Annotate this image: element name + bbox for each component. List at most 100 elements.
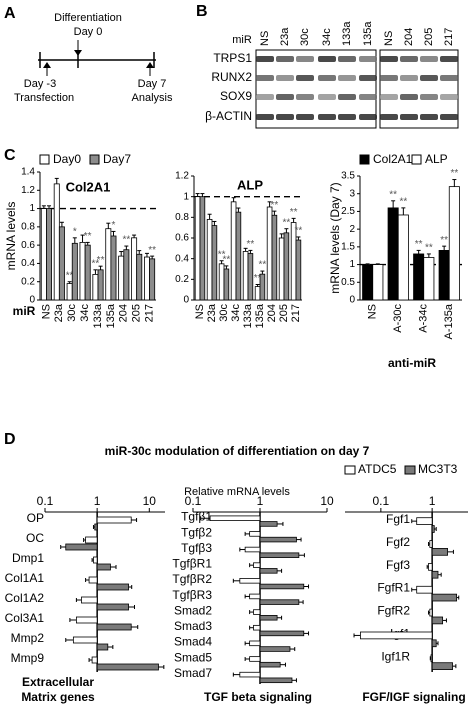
category-label: FgfR2 <box>377 604 410 618</box>
x-axis-label: Relative mRNA levels <box>184 486 290 498</box>
bar <box>199 196 206 301</box>
category-label: TgfβR1 <box>172 557 212 571</box>
bar <box>278 237 285 301</box>
x-tick-label: 30c <box>66 304 78 322</box>
category-label: OP <box>27 511 44 525</box>
y-tick-label: 0.6 <box>21 240 35 251</box>
y-tick-label: 1 <box>29 203 35 214</box>
bar <box>431 570 439 579</box>
bar <box>211 225 218 301</box>
band <box>318 56 336 62</box>
chart-title: Col2A1 <box>66 179 111 194</box>
y-tick-label: 1 <box>183 191 189 202</box>
bar <box>91 656 98 664</box>
bar <box>431 616 444 625</box>
bar <box>218 263 225 301</box>
band <box>296 75 314 81</box>
bar <box>431 548 448 556</box>
x-tick-label: 34c <box>230 304 242 322</box>
band <box>296 56 314 62</box>
band <box>380 75 398 81</box>
lane-label: NS <box>259 31 271 46</box>
y-tick-label: 3.5 <box>341 171 355 182</box>
category-label: Fgf1 <box>386 512 410 526</box>
row-label: RUNX2 <box>211 70 252 84</box>
timeline-label: Differentiation <box>54 12 122 24</box>
x-tick-label: 1 <box>429 494 436 508</box>
significance: ** <box>415 239 423 250</box>
bar <box>81 596 98 604</box>
bar <box>448 186 460 301</box>
x-axis-label: miR <box>13 304 36 318</box>
y-axis-label: mRNA levels (Day 7) <box>328 182 342 293</box>
band <box>380 56 398 62</box>
significance: ** <box>97 255 105 266</box>
band <box>380 94 398 100</box>
x-tick-label: NS <box>40 304 52 319</box>
bar <box>431 593 458 602</box>
significance: * <box>73 226 77 237</box>
bar <box>259 521 278 527</box>
significance: ** <box>223 255 231 266</box>
significance: ** <box>450 168 458 179</box>
y-tick-label: 0 <box>29 295 35 306</box>
x-tick-label: 135a <box>254 303 266 328</box>
lane-label: 34c <box>321 28 333 46</box>
bar <box>66 283 73 301</box>
panel-label: C <box>4 147 16 164</box>
bar <box>84 244 91 301</box>
lane-label: 204 <box>403 28 415 46</box>
category-label: Tgfβ1 <box>181 510 212 524</box>
bar <box>247 253 254 301</box>
bar <box>131 237 138 301</box>
bar <box>259 568 278 574</box>
category-label: Igf1R <box>381 649 410 663</box>
legend-label: Day0 <box>53 152 81 166</box>
bar <box>416 517 433 525</box>
bar <box>283 232 290 301</box>
bar <box>96 643 109 651</box>
bar <box>249 640 261 647</box>
legend-swatch <box>39 154 50 165</box>
x-tick-label: 0.1 <box>373 494 390 508</box>
lane-label: 133a <box>341 21 353 46</box>
x-tick-label: 204 <box>118 304 130 322</box>
band <box>359 56 377 62</box>
category-label: Dmp1 <box>12 551 44 565</box>
blot <box>255 49 377 129</box>
legend-label: Day7 <box>103 152 131 166</box>
bar <box>360 631 433 640</box>
bar <box>259 661 281 668</box>
band <box>359 75 377 81</box>
y-tick-label: 0.2 <box>175 274 189 285</box>
category-label: TgfβR2 <box>172 572 212 586</box>
significance: ** <box>271 200 279 211</box>
y-axis-label: mRNA levels <box>4 202 18 271</box>
legend-label: ATDC5 <box>358 462 397 476</box>
y-tick-label: 1.4 <box>21 167 35 178</box>
band <box>400 94 418 100</box>
panel-label: D <box>4 431 16 448</box>
bar <box>93 556 98 564</box>
x-tick-label: 1 <box>257 494 264 508</box>
significance: ** <box>425 243 433 254</box>
bar <box>230 201 237 301</box>
band <box>276 56 294 62</box>
x-tick-label: 135a <box>105 303 117 328</box>
bar <box>249 531 261 537</box>
group-title: Extracellular <box>22 675 94 689</box>
x-axis-label: anti-miR <box>388 356 436 370</box>
x-tick-label: 217 <box>143 304 155 322</box>
bar <box>416 585 433 594</box>
timeline-label: Day -3 <box>24 78 56 90</box>
timeline-label: Transfection <box>14 92 74 104</box>
bar <box>65 543 98 551</box>
panel-title: miR-30c modulation of differentiation on… <box>105 444 370 458</box>
bar <box>96 583 129 591</box>
band <box>440 114 458 120</box>
y-tick-label: 2.5 <box>341 206 355 217</box>
significance: ** <box>259 260 267 271</box>
bar <box>259 273 266 301</box>
band <box>420 75 438 81</box>
